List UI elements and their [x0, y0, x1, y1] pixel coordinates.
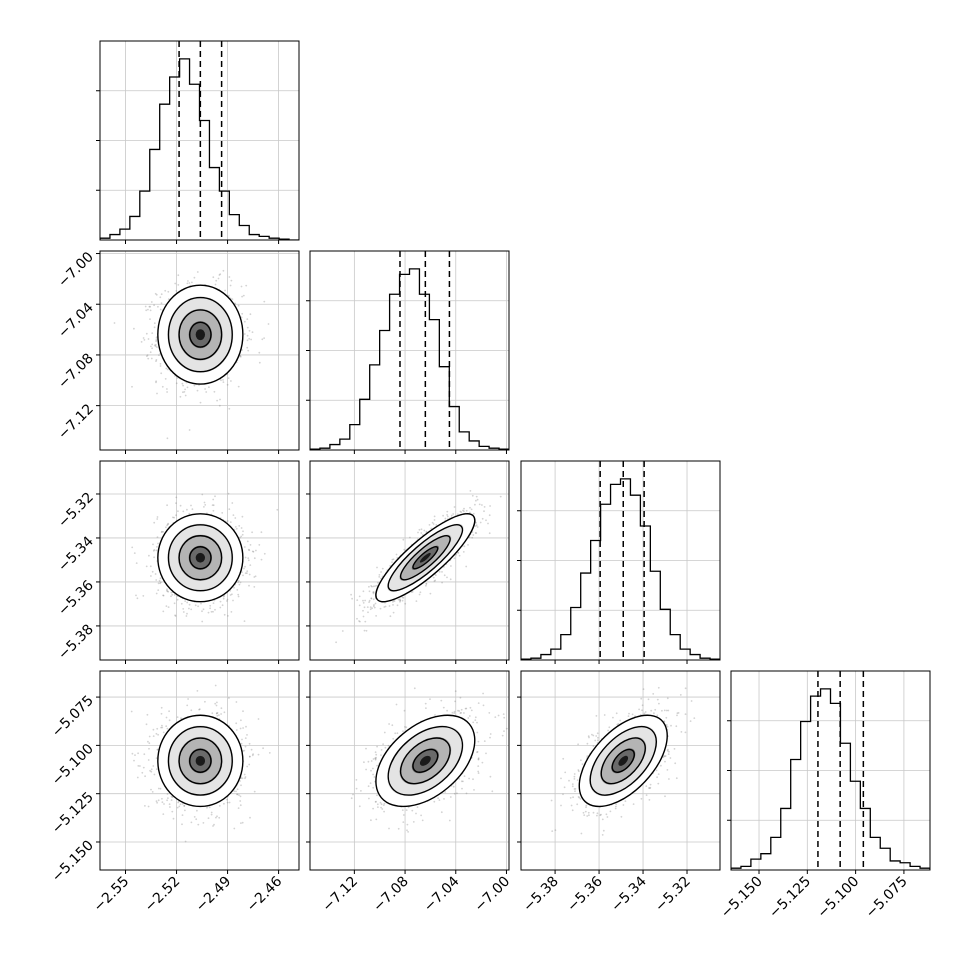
contour-line	[178, 309, 223, 361]
contour-line	[167, 725, 233, 796]
x-tick-label: −2.52	[142, 874, 184, 916]
scatter-points	[550, 686, 696, 836]
panel-frame	[309, 250, 510, 451]
contour-line	[412, 546, 439, 570]
x-tick-label: −7.12	[320, 874, 362, 916]
x-tick-label: −5.075	[863, 874, 911, 922]
scatter-panel-3-0: −2.55 −2.52 −2.49 −2.46 −5.150−5.125−5.100−5…	[49, 670, 300, 916]
histogram-step	[521, 478, 720, 660]
y-tick-label: −7.00	[55, 249, 97, 291]
density-fill	[195, 755, 206, 766]
contour-line	[578, 714, 668, 808]
contour-line	[189, 321, 212, 348]
histogram-step	[100, 58, 299, 240]
histogram-step	[731, 688, 930, 870]
density-fill	[419, 552, 431, 563]
y-tick-label: −5.36	[55, 577, 97, 619]
contour-line	[178, 535, 223, 581]
x-tick-label: −7.08	[370, 874, 412, 916]
panel-frame	[730, 670, 931, 871]
contour-line	[157, 714, 244, 808]
contour-line	[375, 714, 476, 808]
contour-line	[611, 748, 635, 773]
y-tick-label: −7.04	[55, 300, 97, 342]
x-tick-label: −2.55	[91, 874, 133, 916]
x-tick-label: −5.125	[766, 874, 814, 922]
panel-frame	[99, 670, 300, 871]
scatter-points	[350, 687, 508, 833]
contour-line	[387, 725, 464, 796]
x-tick-label: −5.100	[814, 874, 862, 922]
contour-line	[399, 737, 451, 785]
x-tick-label: −7.00	[472, 874, 514, 916]
x-tick-label: −5.38	[520, 874, 562, 916]
y-tick-label: −5.38	[55, 621, 97, 663]
contour-line	[157, 284, 244, 385]
y-tick-label: −5.100	[49, 741, 97, 789]
y-tick-label: −5.150	[49, 838, 97, 886]
y-tick-label: −5.34	[55, 533, 97, 575]
x-tick-label: −5.36	[564, 873, 606, 915]
x-tick-label: −2.46	[244, 873, 286, 915]
density-fill	[618, 755, 629, 766]
panel-frame	[309, 670, 510, 871]
density-fill	[195, 552, 206, 563]
scatter-points	[113, 269, 270, 440]
scatter-panel-2-0: −5.38−5.36−5.34−5.32	[55, 460, 300, 664]
contour-line	[167, 524, 233, 592]
hist-panel-3: −5.150 −5.125 −5.100 −5.075	[718, 670, 931, 922]
y-tick-label: −5.32	[55, 489, 97, 531]
density-fill	[195, 329, 206, 341]
scatter-points	[130, 684, 271, 843]
scatter-panel-1-0: −7.12 −7.08 −7.04 −7.00	[55, 249, 300, 454]
panel-frame	[99, 40, 300, 241]
contour-line	[167, 296, 233, 373]
x-tick-label: −2.49	[193, 874, 235, 916]
y-tick-label: −5.075	[49, 693, 97, 741]
hist-panel-2	[517, 460, 721, 664]
x-tick-label: −5.34	[608, 873, 650, 915]
panel-frame	[309, 460, 510, 661]
panel-frame	[520, 460, 721, 661]
density-fill	[419, 755, 431, 766]
panel-frame	[99, 460, 300, 661]
contour-line	[157, 513, 244, 603]
scatter-panel-2-1	[306, 460, 510, 664]
y-tick-label: −7.12	[55, 401, 97, 443]
histogram-step	[310, 268, 509, 450]
contour-line	[178, 737, 223, 785]
contour-line	[589, 725, 657, 796]
x-tick-label: −7.04	[421, 873, 463, 915]
x-tick-label: −5.150	[718, 874, 766, 922]
scatter-points	[335, 490, 502, 644]
panel-frame	[99, 250, 300, 451]
y-tick-label: −7.08	[55, 350, 97, 392]
contour-line	[189, 748, 212, 773]
scatter-panel-3-2: −5.38 −5.36 −5.34 −5.32	[517, 670, 721, 916]
x-tick-label: −5.32	[652, 874, 694, 916]
contour-line	[399, 535, 451, 581]
y-tick-label: −5.125	[49, 789, 97, 837]
contour-line	[189, 546, 212, 570]
scatter-panel-3-1: −7.12 −7.08 −7.04 −7.00	[306, 670, 514, 916]
contour-line	[375, 513, 476, 603]
contour-line	[600, 737, 646, 785]
panel-frame	[520, 670, 721, 871]
contour-line	[387, 524, 464, 592]
contour-line	[412, 748, 439, 773]
scatter-points	[131, 492, 279, 623]
hist-panel-1	[306, 250, 510, 454]
hist-panel-0	[96, 40, 300, 244]
